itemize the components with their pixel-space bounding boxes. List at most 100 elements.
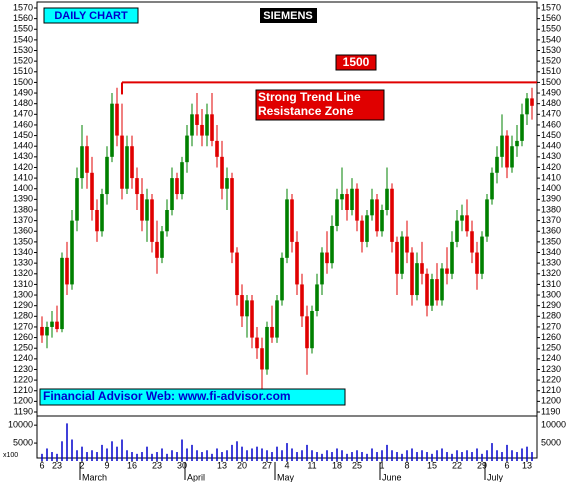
y-tick-label: 1220: [13, 374, 33, 384]
candle-body: [520, 114, 524, 141]
candle-body: [310, 311, 314, 349]
y-tick-label: 1200: [13, 396, 33, 406]
candle-body: [150, 199, 154, 242]
y-tick-label: 1360: [13, 226, 33, 236]
y-tick-label: 1420: [13, 162, 33, 172]
candle-body: [165, 210, 169, 232]
resistance-value: 1500: [343, 55, 370, 69]
candle-body: [280, 257, 284, 301]
y-tick-label: 1390: [541, 194, 561, 204]
candle-body: [190, 114, 194, 136]
y-tick-label: 1550: [541, 24, 561, 34]
candle-body: [200, 124, 204, 136]
candle-body: [420, 263, 424, 274]
y-tick-label: 1330: [541, 258, 561, 268]
candle-body: [325, 252, 329, 264]
x-tick-label: 13: [522, 460, 532, 470]
candle-body: [425, 273, 429, 306]
x-tick-label: 18: [332, 460, 342, 470]
candle-body: [90, 172, 94, 210]
candle-body: [290, 199, 294, 242]
y-tick-label: 1540: [13, 34, 33, 44]
y-tick-label: 1470: [13, 109, 33, 119]
candle-body: [330, 225, 334, 264]
candle-body: [55, 321, 59, 330]
x-tick-label: 4: [284, 460, 289, 470]
x-tick-label: 20: [237, 460, 247, 470]
y-tick-label: 1480: [541, 98, 561, 108]
candle-body: [375, 199, 379, 232]
candle-body: [460, 215, 464, 221]
candle-body: [270, 326, 274, 338]
y-tick-label: 1280: [541, 311, 561, 321]
candle-body: [185, 135, 189, 163]
y-tick-label: 1240: [541, 353, 561, 363]
candle-body: [430, 279, 434, 306]
candle-body: [40, 326, 44, 336]
candle-body: [105, 156, 109, 195]
candle-body: [395, 241, 399, 274]
x-tick-label: 6: [39, 460, 44, 470]
candle-body: [360, 220, 364, 242]
candle-body: [455, 220, 459, 242]
candle-body: [70, 220, 74, 285]
candle-body: [300, 284, 304, 317]
candle-body: [180, 162, 184, 195]
candle-body: [305, 316, 309, 349]
y-tick-label: 1270: [541, 321, 561, 331]
candle-body: [210, 114, 214, 141]
y-tick-label: 1460: [541, 119, 561, 129]
y-tick-label: 1510: [13, 66, 33, 76]
y-tick-label: 1280: [13, 311, 33, 321]
y-tick-label: 1240: [13, 353, 33, 363]
y-tick-label: 1570: [13, 2, 33, 12]
candle-body: [475, 252, 479, 274]
candle-body: [60, 257, 64, 330]
y-tick-label: 1220: [541, 374, 561, 384]
footer-box: [39, 388, 346, 406]
candle-body: [235, 252, 239, 296]
candle-body: [255, 337, 259, 349]
y-tick-label: 1480: [13, 98, 33, 108]
candle-body: [335, 199, 339, 226]
candle-body: [100, 194, 104, 232]
candle-body: [205, 114, 209, 136]
candle-body: [355, 188, 359, 221]
candle-body: [170, 178, 174, 210]
candle-body: [340, 194, 344, 200]
candle-body: [155, 241, 159, 258]
candle-body: [50, 321, 54, 327]
footer: Financial Advisor Web: www.fi-advisor.co…: [43, 389, 291, 403]
candle-body: [525, 98, 529, 115]
y-tick-label: 1370: [13, 215, 33, 225]
candle-body: [480, 236, 484, 274]
y-tick-label: 1380: [541, 204, 561, 214]
y-tick-label: 1560: [541, 13, 561, 23]
y-tick-label: 1260: [13, 332, 33, 342]
y-tick-label: 1310: [13, 279, 33, 289]
x-tick-label: 2: [79, 460, 84, 470]
y-tick-label: 1510: [541, 66, 561, 76]
y-tick-label: 1300: [13, 289, 33, 299]
y-tick-label: 1190: [14, 406, 33, 416]
candle-body: [260, 348, 264, 370]
y-tick-label: 1210: [13, 385, 33, 395]
x-tick-label: 1: [379, 460, 384, 470]
candle-body: [225, 178, 229, 189]
y-tick-label: 1500: [541, 77, 561, 87]
candle-body: [120, 135, 124, 189]
candle-body: [405, 236, 409, 253]
candle-body: [95, 210, 99, 232]
candle-body: [220, 156, 224, 189]
candle-body: [365, 215, 369, 242]
x-tick-label: 15: [427, 460, 437, 470]
candle-body: [215, 140, 219, 157]
x-tick-label: 25: [352, 460, 362, 470]
month-label: March: [82, 472, 107, 482]
candle-body: [350, 188, 354, 210]
y-tick-label: 1490: [13, 87, 33, 97]
y-tick-label: 1410: [13, 172, 33, 182]
y-tick-label: 1210: [541, 385, 561, 395]
month-label: April: [187, 472, 205, 482]
candle-body: [505, 135, 509, 168]
